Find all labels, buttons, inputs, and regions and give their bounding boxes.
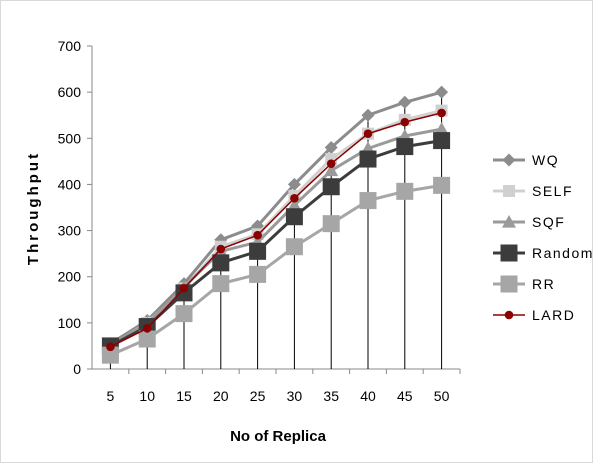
legend-label: Random xyxy=(532,245,593,261)
data-point xyxy=(253,230,262,240)
series-line xyxy=(109,127,442,347)
y-tick-label: 400 xyxy=(58,176,82,192)
y-tick-label: 0 xyxy=(73,361,81,377)
x-tick-label: 50 xyxy=(434,388,450,404)
legend-entry-rr: RR xyxy=(493,275,555,293)
legend-entry-self: SELF xyxy=(493,183,573,199)
x-axis-label: No of Replica xyxy=(230,428,327,445)
series-line xyxy=(109,139,442,348)
series-rr xyxy=(101,176,451,364)
data-point xyxy=(326,159,336,168)
data-point xyxy=(290,193,299,203)
data-point xyxy=(212,254,230,272)
x-tick-label: 35 xyxy=(323,388,339,404)
series-line xyxy=(110,112,442,348)
data-point xyxy=(396,138,414,156)
series-line xyxy=(109,90,442,345)
data-point xyxy=(101,346,119,364)
data-point xyxy=(179,283,189,293)
y-tick-label: 100 xyxy=(58,315,82,331)
data-point xyxy=(175,305,193,323)
series-lard xyxy=(106,108,446,352)
data-point xyxy=(249,242,267,260)
data-point xyxy=(285,208,303,226)
x-tick-label: 5 xyxy=(107,388,115,404)
legend-marker xyxy=(500,275,518,293)
data-point xyxy=(287,177,301,191)
y-tick-label: 500 xyxy=(58,130,82,146)
y-tick-label: 600 xyxy=(58,84,82,100)
x-tick-label: 45 xyxy=(397,388,413,404)
data-point xyxy=(435,85,449,99)
legend-marker xyxy=(503,185,515,197)
data-point xyxy=(363,129,373,138)
x-tick-label: 20 xyxy=(213,388,229,404)
legend-label: RR xyxy=(532,276,555,292)
data-point xyxy=(396,182,414,200)
data-point xyxy=(433,132,451,150)
data-point xyxy=(322,215,340,233)
data-point xyxy=(324,163,339,177)
legend-label: WQ xyxy=(532,152,559,168)
data-point xyxy=(138,330,156,348)
legend-marker xyxy=(500,244,518,262)
data-point xyxy=(361,108,375,122)
x-tick-label: 40 xyxy=(360,388,376,404)
legend-entry-sqf: SQF xyxy=(493,214,565,230)
legend-marker xyxy=(504,310,514,320)
x-tick-label: 15 xyxy=(176,388,192,404)
y-tick-label: 700 xyxy=(58,38,82,54)
legend-entry-lard: LARD xyxy=(493,307,575,323)
x-tick-label: 30 xyxy=(287,388,303,404)
data-point xyxy=(249,265,267,283)
data-point xyxy=(400,117,410,127)
legend-entry-random: Random xyxy=(493,244,593,262)
y-tick-label: 300 xyxy=(58,223,82,239)
legend-marker xyxy=(502,215,516,228)
data-point xyxy=(287,198,302,211)
legend-label: SQF xyxy=(532,214,565,230)
legend-marker xyxy=(502,153,516,167)
data-point xyxy=(398,95,412,109)
series-lines xyxy=(101,85,451,364)
legend: WQ SELF SQF Random RR LARD xyxy=(493,152,593,323)
data-point xyxy=(322,178,340,196)
data-point xyxy=(434,122,449,135)
y-tick-label: 200 xyxy=(58,269,82,285)
series-line xyxy=(109,183,442,357)
data-point xyxy=(216,244,226,254)
x-tick-label: 25 xyxy=(250,388,266,404)
data-point xyxy=(142,324,152,333)
data-point xyxy=(433,176,451,194)
legend-entry-wq: WQ xyxy=(493,152,559,168)
data-point xyxy=(106,342,115,352)
y-axis-label: Throughput xyxy=(25,151,42,265)
x-tick-label: 10 xyxy=(139,388,155,404)
data-point xyxy=(212,275,230,293)
legend-label: LARD xyxy=(532,307,575,323)
data-point xyxy=(359,150,377,168)
data-point xyxy=(359,192,377,210)
data-point xyxy=(285,238,303,256)
data-point xyxy=(324,141,338,155)
legend-label: SELF xyxy=(532,183,573,199)
axes: 0 100 200 300 400 500 600 700 5 10 15 20 25 30 35 40 45 5… xyxy=(58,38,461,404)
data-point xyxy=(437,108,446,118)
